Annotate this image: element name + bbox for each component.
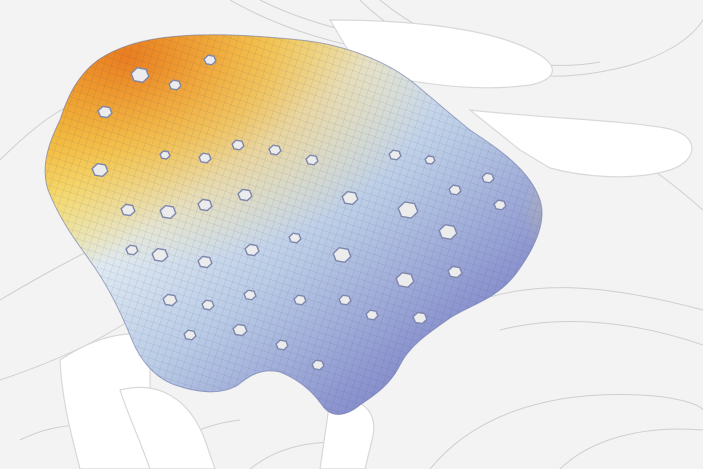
hex-opening xyxy=(448,266,462,277)
hex-opening xyxy=(312,360,324,370)
hex-opening xyxy=(184,330,196,340)
ground-line xyxy=(500,322,703,345)
hex-opening xyxy=(198,199,212,210)
hex-opening xyxy=(244,290,256,300)
hex-opening xyxy=(198,256,212,267)
ground-line xyxy=(560,429,703,469)
hex-opening xyxy=(276,340,288,350)
hex-opening xyxy=(199,153,211,163)
hex-opening xyxy=(413,312,427,323)
hex-opening xyxy=(202,300,214,310)
ground-line xyxy=(430,394,703,469)
hex-opening xyxy=(233,324,247,335)
ground-line xyxy=(480,288,703,310)
hex-opening xyxy=(482,173,494,183)
hex-opening xyxy=(232,140,244,150)
hex-opening xyxy=(245,244,259,255)
hex-opening xyxy=(160,206,176,219)
hex-opening xyxy=(92,164,108,177)
hex-opening xyxy=(98,106,112,117)
hex-opening xyxy=(425,156,435,164)
hex-opening xyxy=(238,189,252,200)
hex-opening xyxy=(126,245,138,255)
hex-opening xyxy=(121,204,135,215)
hex-opening xyxy=(449,185,461,195)
hex-opening xyxy=(294,295,306,305)
hex-opening xyxy=(339,295,351,305)
hex-opening xyxy=(163,294,177,305)
hex-opening xyxy=(389,150,401,160)
hex-opening xyxy=(204,55,216,65)
hex-opening xyxy=(169,80,181,90)
hex-opening xyxy=(152,249,168,262)
hex-opening xyxy=(269,145,281,155)
hex-opening xyxy=(306,155,318,165)
hex-opening xyxy=(342,192,358,205)
hex-opening xyxy=(494,200,506,210)
hex-opening xyxy=(289,233,301,243)
hex-opening xyxy=(366,310,378,320)
hex-opening xyxy=(160,151,170,159)
